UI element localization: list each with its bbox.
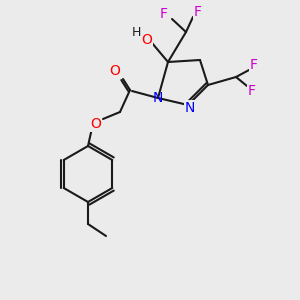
Text: O: O: [110, 64, 120, 78]
Text: N: N: [153, 91, 163, 105]
Text: F: F: [248, 84, 256, 98]
Text: F: F: [160, 7, 168, 21]
Text: O: O: [91, 117, 101, 131]
Text: O: O: [142, 33, 152, 47]
Text: H: H: [131, 26, 141, 38]
Text: F: F: [194, 5, 202, 19]
Text: N: N: [185, 101, 195, 115]
Text: F: F: [250, 58, 258, 72]
